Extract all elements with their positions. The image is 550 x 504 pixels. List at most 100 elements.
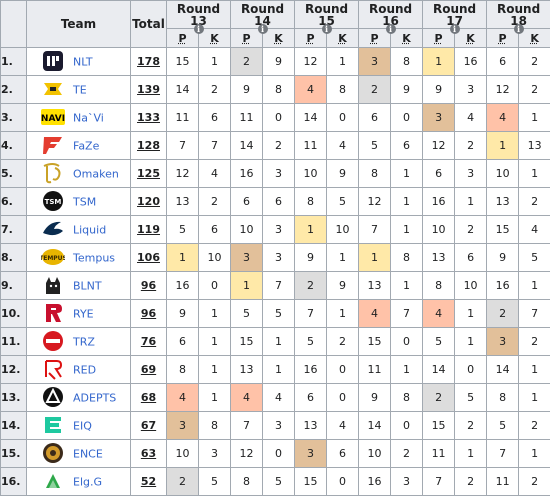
table-header: Team Total Round 13 i Round 14 i Round 15 i…	[0, 0, 550, 48]
kills-abbr[interactable]: K	[466, 31, 475, 45]
kills-cell: 1	[262, 355, 296, 384]
placement-cell: 1	[166, 243, 199, 272]
team-name-link[interactable]: NLT	[73, 55, 93, 68]
info-icon[interactable]: i	[385, 24, 396, 34]
team-name-link[interactable]: ADEPTS	[73, 391, 117, 404]
kills-cell: 3	[262, 243, 296, 272]
kills-header: K	[390, 28, 424, 48]
team-name-link[interactable]: TE	[73, 83, 87, 96]
navi-logo-icon[interactable]: NAVI	[37, 107, 69, 129]
kills-cell: 0	[262, 103, 296, 132]
team-name-link[interactable]: Elg.G	[73, 475, 103, 488]
team-cell: FaZe	[26, 131, 131, 160]
placement-cell: 8	[294, 187, 328, 216]
kills-abbr[interactable]: K	[338, 31, 347, 45]
placement-cell: 3	[230, 243, 264, 272]
red-logo-icon[interactable]	[37, 358, 69, 382]
blnt-logo-icon[interactable]	[37, 274, 69, 298]
placement-cell: 16	[166, 271, 199, 300]
placement-cell: 14	[422, 355, 456, 384]
elgg-logo-icon[interactable]	[37, 470, 69, 494]
kills-abbr[interactable]: K	[274, 31, 283, 45]
position-cell: 2.	[0, 75, 27, 104]
placement-cell: 9	[486, 243, 520, 272]
placement-cell: 11	[294, 131, 328, 160]
omaken-logo-icon[interactable]	[37, 162, 69, 186]
kills-cell: 7	[390, 299, 424, 328]
round-label: Round 17	[432, 1, 477, 28]
placement-abbr[interactable]: P	[370, 31, 379, 45]
placement-cell: 2	[358, 75, 392, 104]
total-points-cell: 67	[130, 411, 167, 440]
tsm-logo-icon[interactable]: TSM	[37, 190, 69, 214]
eiq-logo-icon[interactable]	[37, 414, 69, 438]
team-name-link[interactable]: TRZ	[73, 335, 95, 348]
kills-abbr[interactable]: K	[210, 31, 219, 45]
placement-cell: 6	[358, 103, 392, 132]
total-points-cell: 125	[130, 159, 167, 188]
team-name-link[interactable]: RYE	[73, 307, 94, 320]
team-name-link[interactable]: ENCE	[73, 447, 103, 460]
placement-cell: 8	[166, 355, 199, 384]
table-row: 5. Omaken 125 12 4 16 3 10 9 8 1 6 3 10 1	[0, 159, 550, 188]
kills-cell: 9	[390, 75, 424, 104]
placement-cell: 14	[358, 411, 392, 440]
team-name-link[interactable]: Omaken	[73, 167, 119, 180]
team-name-link[interactable]: Liquid	[73, 223, 107, 236]
kills-cell: 2	[390, 439, 424, 468]
info-icon[interactable]: i	[513, 24, 524, 34]
placement-cell: 10	[486, 159, 520, 188]
team-name-link[interactable]: BLNT	[73, 279, 102, 292]
info-icon[interactable]: i	[257, 24, 268, 34]
team-name-link[interactable]: TSM	[73, 195, 97, 208]
kills-cell: 4	[454, 103, 488, 132]
position-header	[0, 0, 27, 48]
team-name-link[interactable]: FaZe	[73, 139, 100, 152]
table-row: 12. RED 69 8 1 13 1 16 0 11 1 14 0 14 1	[0, 355, 550, 384]
rye-logo-icon[interactable]	[37, 302, 69, 326]
kills-cell: 3	[454, 75, 488, 104]
placement-cell: 15	[422, 411, 456, 440]
placement-cell: 1	[422, 47, 456, 76]
trz-logo-icon[interactable]	[37, 330, 69, 354]
faze-logo-icon[interactable]	[37, 135, 69, 157]
team-name-link[interactable]: EIQ	[73, 419, 92, 432]
placement-cell: 8	[422, 271, 456, 300]
liquid-logo-icon[interactable]	[37, 219, 69, 241]
kills-abbr[interactable]: K	[530, 31, 539, 45]
kills-cell: 9	[326, 159, 360, 188]
kills-abbr[interactable]: K	[402, 31, 411, 45]
placement-cell: 3	[486, 327, 520, 356]
kills-header: K	[262, 28, 296, 48]
placement-abbr[interactable]: P	[434, 31, 443, 45]
info-icon[interactable]: i	[321, 24, 332, 34]
placement-cell: 16	[294, 355, 328, 384]
placement-abbr[interactable]: P	[306, 31, 315, 45]
placement-abbr[interactable]: P	[178, 31, 187, 45]
team-name-link[interactable]: RED	[73, 363, 97, 376]
kills-cell: 6	[197, 103, 232, 132]
kills-cell: 4	[262, 383, 296, 412]
info-icon[interactable]: i	[449, 24, 460, 34]
te-logo-icon[interactable]	[37, 78, 69, 102]
svg-text:NAVI: NAVI	[41, 114, 65, 124]
placement-cell: 6	[230, 187, 264, 216]
tempus-logo-icon[interactable]: TEMPUS	[37, 247, 69, 269]
info-icon[interactable]: i	[193, 24, 204, 34]
placement-cell: 5	[358, 131, 392, 160]
placement-abbr[interactable]: P	[498, 31, 507, 45]
nlt-logo-icon[interactable]	[37, 50, 69, 74]
placement-abbr[interactable]: P	[242, 31, 251, 45]
ence-logo-icon[interactable]	[37, 442, 69, 466]
kills-cell: 5	[518, 243, 550, 272]
placement-cell: 14	[230, 131, 264, 160]
kills-cell: 0	[390, 327, 424, 356]
adepts-logo-icon[interactable]	[37, 386, 69, 410]
kills-cell: 10	[326, 215, 360, 244]
placement-cell: 15	[486, 215, 520, 244]
placement-cell: 4	[486, 103, 520, 132]
team-cell: TEMPUS Tempus	[26, 243, 131, 272]
team-name-link[interactable]: Tempus	[73, 251, 116, 264]
kills-header: K	[518, 28, 550, 48]
team-name-link[interactable]: Na`Vi	[73, 111, 104, 124]
